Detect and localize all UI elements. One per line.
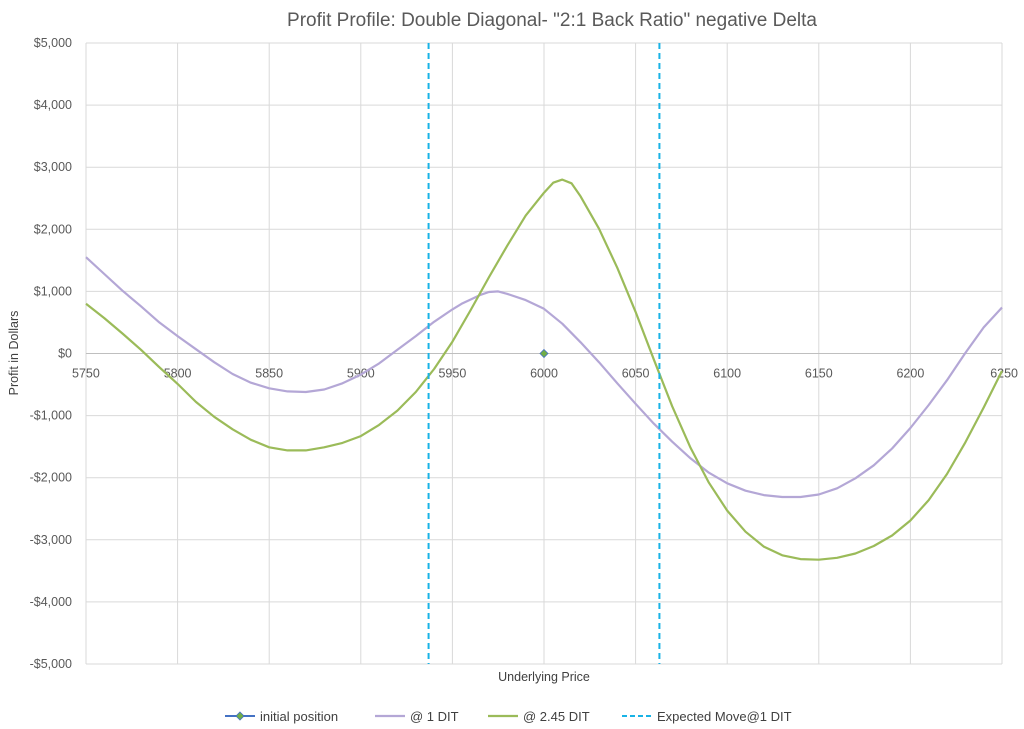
x-tick-label: 6250 — [990, 367, 1018, 381]
y-tick-label: -$5,000 — [30, 657, 72, 671]
initial-position-marker — [539, 348, 549, 359]
series-line--1-dit — [85, 256, 1003, 499]
y-tick-label: -$3,000 — [30, 533, 72, 547]
legend-label: @ 2.45 DIT — [523, 709, 590, 724]
y-tick-label: $3,000 — [34, 160, 72, 174]
legend-item: @ 2.45 DIT — [488, 709, 590, 724]
legend-label: Expected Move@1 DIT — [657, 709, 792, 724]
x-tick-label: 6200 — [896, 367, 924, 381]
y-tick-label: -$4,000 — [30, 595, 72, 609]
legend-item: Expected Move@1 DIT — [622, 709, 792, 724]
x-tick-label: 5950 — [438, 367, 466, 381]
legend-item: initial position — [225, 709, 338, 724]
x-tick-label: 6000 — [530, 367, 558, 381]
legend-item: @ 1 DIT — [375, 709, 459, 724]
y-axis-tick-labels: $5,000 $4,000 $3,000 $2,000 $1,000 $0 -$1,000 -… — [30, 36, 72, 671]
legend-swatch-marker — [235, 711, 245, 721]
y-tick-label: $2,000 — [34, 222, 72, 236]
legend-label: initial position — [260, 709, 338, 724]
y-tick-label: $1,000 — [34, 284, 72, 298]
y-tick-label: -$1,000 — [30, 409, 72, 423]
chart-title: Profit Profile: Double Diagonal- "2:1 Ba… — [287, 10, 817, 31]
legend-label: @ 1 DIT — [410, 709, 459, 724]
y-tick-label: $0 — [58, 347, 72, 361]
x-tick-label: 6050 — [622, 367, 650, 381]
y-tick-label: $4,000 — [34, 98, 72, 112]
x-axis-tick-labels: 5750 5800 5850 5900 5950 6000 6050 6100 6150 6200… — [72, 367, 1018, 381]
y-axis-title: Profit in Dollars — [7, 311, 21, 396]
series-layer — [85, 43, 1003, 664]
x-tick-label: 5750 — [72, 367, 100, 381]
series-line--2-45-dit — [85, 178, 1003, 561]
y-tick-label: -$2,000 — [30, 471, 72, 485]
x-axis-title: Underlying Price — [498, 670, 590, 684]
grid-layer — [85, 42, 1003, 665]
y-tick-label: $5,000 — [34, 36, 72, 50]
x-tick-label: 6100 — [713, 367, 741, 381]
x-tick-label: 5850 — [255, 367, 283, 381]
chart-legend: initial position @ 1 DIT @ 2.45 DIT Expecte… — [225, 709, 792, 724]
x-tick-label: 5800 — [164, 367, 192, 381]
x-tick-label: 6150 — [805, 367, 833, 381]
